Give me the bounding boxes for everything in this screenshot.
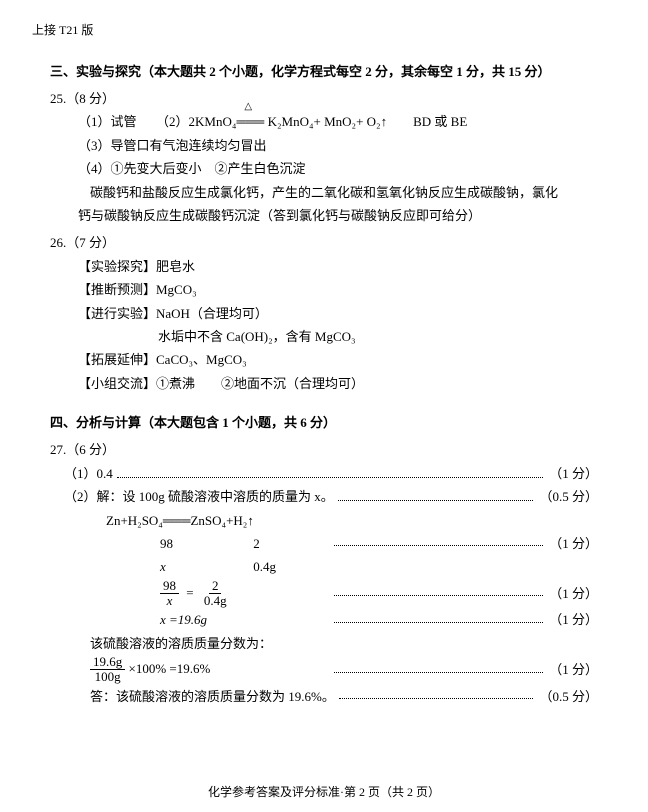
dots xyxy=(338,492,534,501)
q27-num: 27.（6 分） xyxy=(50,438,598,461)
header-note: 上接 T21 版 xyxy=(32,20,598,42)
q25-a1: （1）试管 （2）2KMnO₄═══ K₂MnO₄+ MnO₂+ O₂↑ BD … xyxy=(78,110,598,133)
frac2: 19.6g 100g xyxy=(90,655,125,685)
q27-r2a: x xyxy=(160,555,250,578)
q27-p5-row: 答：该硫酸溶液的溶质质量分数为 19.6%。 （0.5 分） xyxy=(50,685,598,708)
section3-title: 三、实验与探究（本大题共 2 个小题，化学方程式每空 2 分，其余每空 1 分，… xyxy=(50,60,598,83)
q26-l1: 【实验探究】肥皂水 xyxy=(78,255,598,278)
q27-p4-row: 19.6g 100g ×100% =19.6% （1 分） xyxy=(50,655,598,685)
q27-r4: x =19.6g xyxy=(160,612,207,627)
q27-eq: Zn+H₂SO₄═══ZnSO₄+H₂↑ xyxy=(106,509,598,532)
dots xyxy=(334,614,543,623)
q26-l5: 【小组交流】①煮沸 ②地面不沉（合理均可） xyxy=(78,372,598,395)
q27-p5-score: （0.5 分） xyxy=(539,685,598,708)
frac2-den: 100g xyxy=(92,670,124,684)
q27-r1b: 2 xyxy=(253,536,260,551)
frac-right: 2 0.4g xyxy=(201,579,230,609)
q27-p1-score: （1 分） xyxy=(549,462,598,485)
page-footer: 化学参考答案及评分标准·第 2 页（共 2 页） xyxy=(50,782,598,804)
q27-r3-score: （1 分） xyxy=(549,582,598,605)
q26-l4: 【拓展延伸】CaCO₃、MgCO₃ xyxy=(78,348,598,371)
frac-l-den: x xyxy=(164,594,176,608)
q25-num: 25.（8 分） xyxy=(50,87,598,110)
dots xyxy=(334,537,543,546)
frac-r-den: 0.4g xyxy=(201,594,230,608)
q27-p2-row: （2）解：设 100g 硫酸溶液中溶质的质量为 x。 （0.5 分） xyxy=(50,485,598,508)
frac2-num: 19.6g xyxy=(90,655,125,670)
q27-r2b: 0.4g xyxy=(253,559,276,574)
q27-p2-score: （0.5 分） xyxy=(539,485,598,508)
q25-a1-pre: （1）试管 （2）2KMnO₄ xyxy=(78,114,236,129)
q26-l3: 【进行实验】NaOH（合理均可） xyxy=(78,302,598,325)
q27-p1-row: （1）0.4 （1 分） xyxy=(50,462,598,485)
q27-row4: x =19.6g （1 分） xyxy=(50,608,598,631)
q27-p4-score: （1 分） xyxy=(549,658,598,681)
q25-a4a: （4）①先变大后变小 ②产生白色沉淀 xyxy=(78,157,598,180)
q25-a3: （3）导管口有气泡连续均匀冒出 xyxy=(78,134,598,157)
frac-l-num: 98 xyxy=(160,579,179,594)
q27-p5: 答：该硫酸溶液的溶质质量分数为 19.6%。 xyxy=(90,689,335,704)
dots xyxy=(339,690,534,699)
frac-left: 98 x xyxy=(160,579,179,609)
q25-a4b: 碳酸钙和盐酸反应生成氯化钙，产生的二氧化碳和氢氧化钠反应生成碳酸钠，氯化 xyxy=(90,181,598,204)
frac-eq: = xyxy=(186,585,193,600)
section4-title: 四、分析与计算（本大题包含 1 个小题，共 6 分） xyxy=(50,411,598,434)
q27-row3: 98 x = 2 0.4g （1 分） xyxy=(50,579,598,609)
q27-row2: x 0.4g xyxy=(50,555,598,578)
q27-r1-score: （1 分） xyxy=(549,532,598,555)
q27-r1a: 98 xyxy=(160,532,250,555)
q27-row1: 98 2 （1 分） xyxy=(50,532,598,555)
frac-r-num: 2 xyxy=(209,579,222,594)
q25-a4c: 钙与碳酸钠反应生成碳酸钙沉淀（答到氯化钙与碳酸钠反应即可给分） xyxy=(78,204,598,227)
dots xyxy=(334,587,543,596)
dots xyxy=(334,663,543,672)
q26-num: 26.（7 分） xyxy=(50,231,598,254)
q26-l3b: 水垢中不含 Ca(OH)₂，含有 MgCO₃ xyxy=(158,325,598,348)
q27-r4-score: （1 分） xyxy=(549,608,598,631)
dots xyxy=(117,469,543,478)
q26-l2: 【推断预测】MgCO₃ xyxy=(78,278,598,301)
frac2-post: ×100% =19.6% xyxy=(129,661,211,676)
q27-p2: （2）解：设 100g 硫酸溶液中溶质的质量为 x。 xyxy=(64,485,334,508)
q25-a1-post: K₂MnO₄+ MnO₂+ O₂↑ BD 或 BE xyxy=(264,114,467,129)
delta-equals: ═══ xyxy=(236,110,264,133)
q27-p3: 该硫酸溶液的溶质质量分数为： xyxy=(90,632,598,655)
q27-p1: （1）0.4 xyxy=(64,462,113,485)
